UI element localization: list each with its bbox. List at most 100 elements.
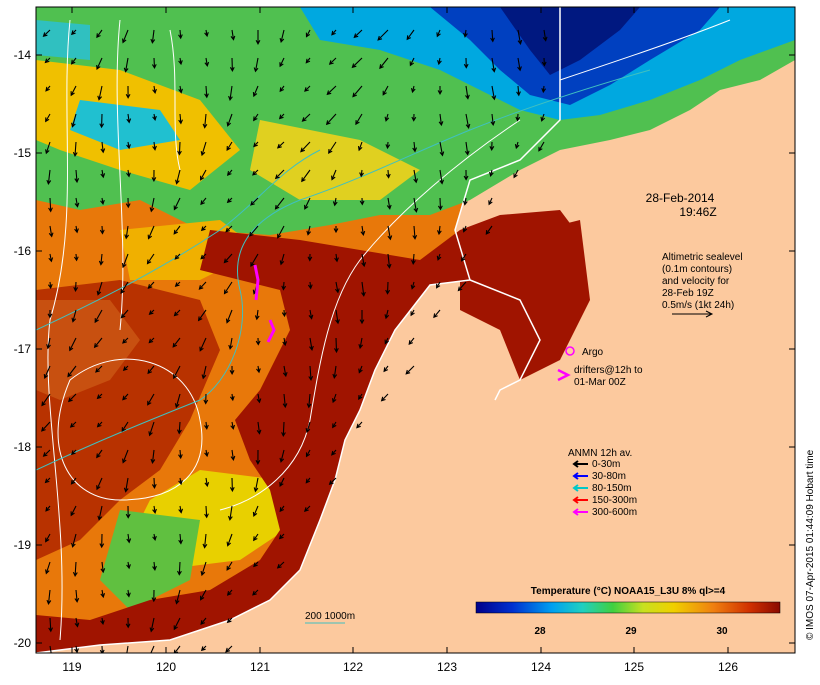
velocity-arrow <box>202 113 208 129</box>
altimetry-line-3: and velocity for <box>662 276 730 287</box>
velocity-arrow <box>67 393 77 403</box>
velocity-arrow <box>73 253 79 262</box>
velocity-arrow <box>225 645 233 653</box>
velocity-arrow <box>69 337 77 352</box>
lon-tick-label: 126 <box>718 660 738 674</box>
velocity-arrow <box>48 197 53 213</box>
anmn-legend-arrow <box>572 508 588 516</box>
velocity-arrow <box>70 85 77 97</box>
velocity-arrow <box>463 57 469 69</box>
velocity-arrow <box>173 309 181 317</box>
velocity-arrow <box>146 253 155 265</box>
velocity-arrow <box>306 225 312 236</box>
velocity-arrow <box>42 449 51 457</box>
anmn-legend-arrow <box>572 484 588 492</box>
velocity-arrow <box>177 141 182 156</box>
velocity-arrow <box>121 253 129 269</box>
velocity-arrow <box>250 253 259 267</box>
velocity-arrow <box>387 225 393 241</box>
anmn-legend-arrow <box>572 496 588 504</box>
velocity-arrow <box>122 393 129 401</box>
velocity-arrow <box>202 533 208 549</box>
velocity-arrow <box>147 225 155 240</box>
velocity-arrow <box>74 617 80 628</box>
altimetry-line-2: (0.1m contours) <box>662 264 732 275</box>
velocity-arrow <box>173 225 181 235</box>
velocity-arrow <box>173 617 181 631</box>
velocity-arrow <box>282 393 288 409</box>
velocity-arrow <box>490 29 495 43</box>
velocity-arrow <box>437 57 442 66</box>
velocity-arrow <box>204 29 209 38</box>
velocity-arrow <box>45 505 51 512</box>
scale-arrow <box>672 310 714 318</box>
velocity-arrow <box>279 505 285 513</box>
velocity-arrow <box>357 141 363 152</box>
velocity-arrow <box>439 141 445 157</box>
velocity-arrow <box>47 309 53 319</box>
velocity-arrow <box>361 253 367 268</box>
velocity-arrow <box>385 141 391 150</box>
velocity-arrow <box>46 169 52 185</box>
velocity-arrow <box>197 309 207 322</box>
velocity-arrow <box>279 85 285 93</box>
velocity-arrow <box>148 309 155 315</box>
velocity-arrow <box>305 421 311 434</box>
velocity-arrow <box>491 85 497 101</box>
velocity-arrow <box>332 421 337 429</box>
velocity-arrow <box>331 169 337 181</box>
velocity-arrow <box>204 85 209 99</box>
velocity-arrow <box>276 561 285 569</box>
velocity-arrow <box>45 85 51 92</box>
velocity-arrow <box>226 617 233 624</box>
velocity-arrow <box>175 169 181 185</box>
velocity-arrow <box>178 449 183 460</box>
velocity-arrow <box>436 281 441 289</box>
isobath-label: 200 1000m <box>305 611 355 622</box>
velocity-arrow <box>436 225 442 236</box>
velocity-arrow <box>230 449 236 461</box>
velocity-arrow <box>412 225 418 240</box>
velocity-arrow <box>334 337 339 354</box>
anmn-legend-arrow <box>572 460 588 468</box>
velocity-arrow <box>74 589 80 603</box>
velocity-arrow <box>255 449 261 465</box>
colorbar-title: Temperature (°C) NOAA15_L3U 8% ql>=4 <box>531 586 726 597</box>
velocity-arrow <box>147 365 155 375</box>
velocity-arrow <box>150 449 156 464</box>
velocity-arrow <box>412 141 418 153</box>
velocity-arrow <box>229 477 235 493</box>
velocity-arrow <box>279 449 285 463</box>
velocity-arrow <box>99 645 105 653</box>
velocity-arrow <box>464 141 470 156</box>
velocity-arrow <box>178 533 184 545</box>
velocity-arrow <box>436 29 441 38</box>
velocity-arrow <box>200 561 207 577</box>
velocity-arrow <box>100 169 106 179</box>
velocity-arrow <box>96 57 103 71</box>
drifters-line-1: drifters@12h to <box>574 365 643 376</box>
velocity-arrow <box>515 113 521 122</box>
velocity-arrow <box>152 505 157 514</box>
velocity-arrow <box>463 169 469 181</box>
velocity-arrow <box>514 141 520 150</box>
velocity-arrow <box>44 57 51 64</box>
altimetry-line-1: Altimetric sealevel <box>662 252 743 263</box>
velocity-arrow <box>408 337 415 345</box>
velocity-arrow <box>252 85 259 98</box>
velocity-arrow <box>485 225 493 235</box>
velocity-arrow <box>95 365 103 373</box>
altimetry-line-4: 28-Feb 19Z <box>662 288 714 299</box>
velocity-arrow <box>384 337 389 345</box>
velocity-arrow <box>542 29 548 42</box>
lat-tick-label: -19 <box>14 538 32 552</box>
velocity-arrow <box>303 505 311 513</box>
velocity-arrow <box>276 141 285 149</box>
velocity-arrow <box>149 617 155 633</box>
velocity-arrow <box>123 57 129 73</box>
velocity-arrow <box>200 197 207 206</box>
velocity-arrow <box>332 365 338 379</box>
velocity-arrow <box>355 113 363 126</box>
velocity-arrow <box>433 309 441 319</box>
lat-tick-label: -20 <box>14 636 32 650</box>
